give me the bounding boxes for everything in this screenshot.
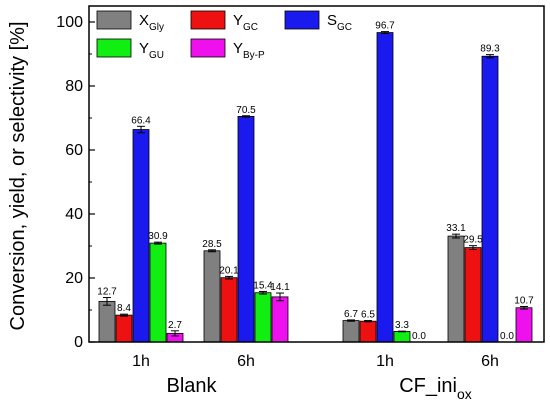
data-label: 14.1: [270, 282, 290, 293]
data-label: 29.5: [463, 235, 483, 246]
data-label: 0.0: [500, 331, 514, 342]
data-label: 28.5: [202, 239, 222, 250]
legend-swatch: [190, 38, 226, 58]
data-label: 10.7: [514, 295, 534, 306]
data-label: 8.4: [117, 303, 131, 314]
legend-swatch: [96, 10, 132, 30]
data-label: 96.7: [375, 21, 395, 32]
data-label: 0.0: [412, 331, 426, 342]
bar-YGC-0: [115, 314, 133, 343]
bar-YBy-P-3: [515, 307, 533, 343]
group-label: CF_iniox: [399, 375, 472, 402]
legend-entry-sub: GC: [243, 22, 258, 33]
bar-YGC-1: [220, 277, 238, 343]
x-tick-label-1h: 1h: [132, 353, 150, 370]
legend-entry: YGU: [139, 40, 164, 61]
y-axis-title: Conversion, yield, or selectivity [%]: [7, 21, 29, 330]
data-label: 89.3: [480, 44, 500, 55]
bar-YGC-3: [464, 247, 482, 343]
x-tick-label-1h: 1h: [376, 353, 394, 370]
data-label: 2.7: [168, 320, 182, 331]
legend-entry: XGly: [139, 12, 164, 33]
data-label: 6.7: [344, 309, 358, 320]
y-tick-label: 40: [65, 206, 83, 223]
legend-entry-sub: GU: [149, 50, 164, 61]
y-tick-label: 60: [65, 142, 83, 159]
y-tick-label: 100: [56, 14, 83, 31]
bar-YGC-2: [359, 320, 377, 343]
legend-entry: YGC: [233, 12, 258, 33]
data-label: 66.4: [131, 115, 151, 126]
legend-entry-sub: GC: [337, 22, 352, 33]
data-label: 30.9: [148, 231, 168, 242]
bar-XGly-0: [98, 300, 116, 343]
data-label: 3.3: [395, 320, 409, 331]
legend-swatch: [284, 10, 320, 30]
bar-YGU-2: [393, 331, 411, 343]
bar-YGU-0: [149, 242, 167, 343]
bar-XGly-1: [203, 250, 221, 343]
data-label: 20.1: [219, 265, 239, 276]
legend-entry-sub: Gly: [149, 22, 164, 33]
legend-entry-sub: By-P: [243, 50, 265, 61]
bar-YBy-P-1: [271, 296, 289, 343]
bar-SGC-3: [481, 55, 499, 343]
legend: XGly YGC SGC YGU YBy-P: [96, 10, 352, 61]
data-label: 33.1: [446, 223, 466, 234]
x-tick-label-6h: 6h: [481, 353, 499, 370]
group-label: Blank: [166, 375, 217, 397]
bar-SGC-0: [132, 129, 150, 343]
data-label: 70.5: [236, 105, 256, 116]
bar-XGly-3: [447, 235, 465, 343]
bar-SGC-2: [376, 32, 394, 343]
legend-swatch: [190, 10, 226, 30]
legend-entry: YBy-P: [233, 40, 265, 61]
group-label-sub: ox: [457, 386, 472, 402]
legend-entry: SGC: [327, 12, 352, 33]
bar-SGC-1: [237, 116, 255, 343]
bar-XGly-2: [342, 320, 360, 343]
data-label: 12.7: [97, 287, 117, 298]
y-tick-label: 0: [74, 334, 83, 351]
data-label: 6.5: [361, 310, 375, 321]
y-tick-label: 20: [65, 270, 83, 287]
bar-YGU-1: [254, 292, 272, 343]
x-tick-label-6h: 6h: [237, 353, 255, 370]
plot-frame: [88, 5, 545, 343]
y-tick-label: 80: [65, 78, 83, 95]
legend-swatch: [96, 38, 132, 58]
data-label: 15.4: [253, 280, 273, 291]
